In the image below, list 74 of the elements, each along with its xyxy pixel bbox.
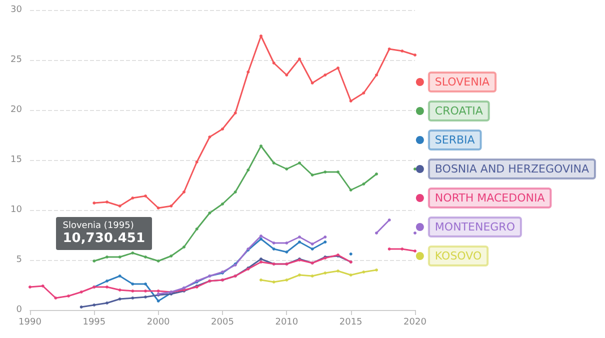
legend-label: NORTH MACEDONIA	[434, 192, 546, 204]
point	[285, 242, 288, 244]
point	[285, 168, 288, 170]
point	[208, 212, 212, 214]
point	[272, 248, 276, 250]
point	[118, 274, 122, 278]
point	[272, 162, 276, 164]
point	[170, 254, 173, 258]
annotation: 10,730.451	[62, 231, 146, 246]
x-tick-label: 2000	[146, 318, 170, 328]
point	[349, 274, 352, 276]
point	[195, 228, 198, 230]
x-tick-label: 2005	[211, 318, 234, 328]
line-series	[260, 268, 378, 284]
y-tick-label: 30	[10, 5, 22, 15]
point	[324, 74, 327, 76]
legend-label: KOSOVO	[434, 250, 482, 262]
y-tick-label: 10	[10, 205, 22, 215]
point	[310, 174, 314, 176]
point	[208, 136, 212, 138]
point	[324, 236, 327, 238]
point	[349, 188, 352, 192]
point	[156, 206, 160, 210]
x-tick-label: 2015	[339, 318, 362, 328]
point	[272, 62, 276, 64]
legend-label: BOSNIA AND HERZEGOVINA	[434, 162, 590, 176]
line-series	[92, 34, 416, 210]
point	[388, 48, 391, 50]
legend-label: MONTENEGRO	[434, 220, 516, 234]
point	[246, 70, 250, 74]
point	[349, 100, 352, 102]
point	[349, 252, 352, 256]
point	[170, 204, 173, 208]
point	[80, 290, 83, 294]
x-tick-label: 2020	[404, 318, 427, 328]
point	[362, 92, 366, 94]
x-tick-label: 1990	[18, 318, 42, 328]
point	[388, 248, 391, 250]
point	[195, 160, 198, 164]
y-tick-label: 5	[16, 255, 22, 265]
point	[118, 288, 122, 292]
point	[285, 74, 288, 76]
point	[414, 232, 416, 234]
annotation: Slovenia (1995)	[62, 221, 135, 231]
point	[388, 218, 391, 222]
y-tick-label: 25	[10, 55, 22, 65]
point	[246, 168, 250, 172]
y-tick-label: 20	[10, 105, 22, 115]
legend-label: SERBIA	[434, 134, 476, 146]
point	[234, 190, 237, 194]
point	[310, 248, 314, 250]
point	[414, 168, 416, 170]
point	[118, 204, 122, 208]
point	[156, 260, 160, 262]
point	[92, 260, 96, 262]
point	[272, 242, 276, 244]
point	[310, 242, 314, 246]
point	[400, 50, 404, 52]
point	[362, 182, 366, 186]
legend-label: SLOVENIA	[434, 76, 490, 88]
point	[80, 306, 83, 308]
legend-label: CROATIA	[434, 104, 484, 118]
y-tick-label: 0	[16, 305, 22, 315]
point	[310, 82, 314, 84]
point	[118, 298, 122, 300]
point	[234, 112, 237, 114]
point	[131, 252, 134, 254]
y-tick-label: 15	[10, 155, 22, 165]
x-tick-label: 2010	[275, 318, 298, 328]
point	[285, 278, 288, 282]
x-tick-label: 1995	[82, 318, 106, 328]
point	[156, 300, 160, 302]
point	[285, 250, 288, 254]
point	[324, 240, 327, 244]
